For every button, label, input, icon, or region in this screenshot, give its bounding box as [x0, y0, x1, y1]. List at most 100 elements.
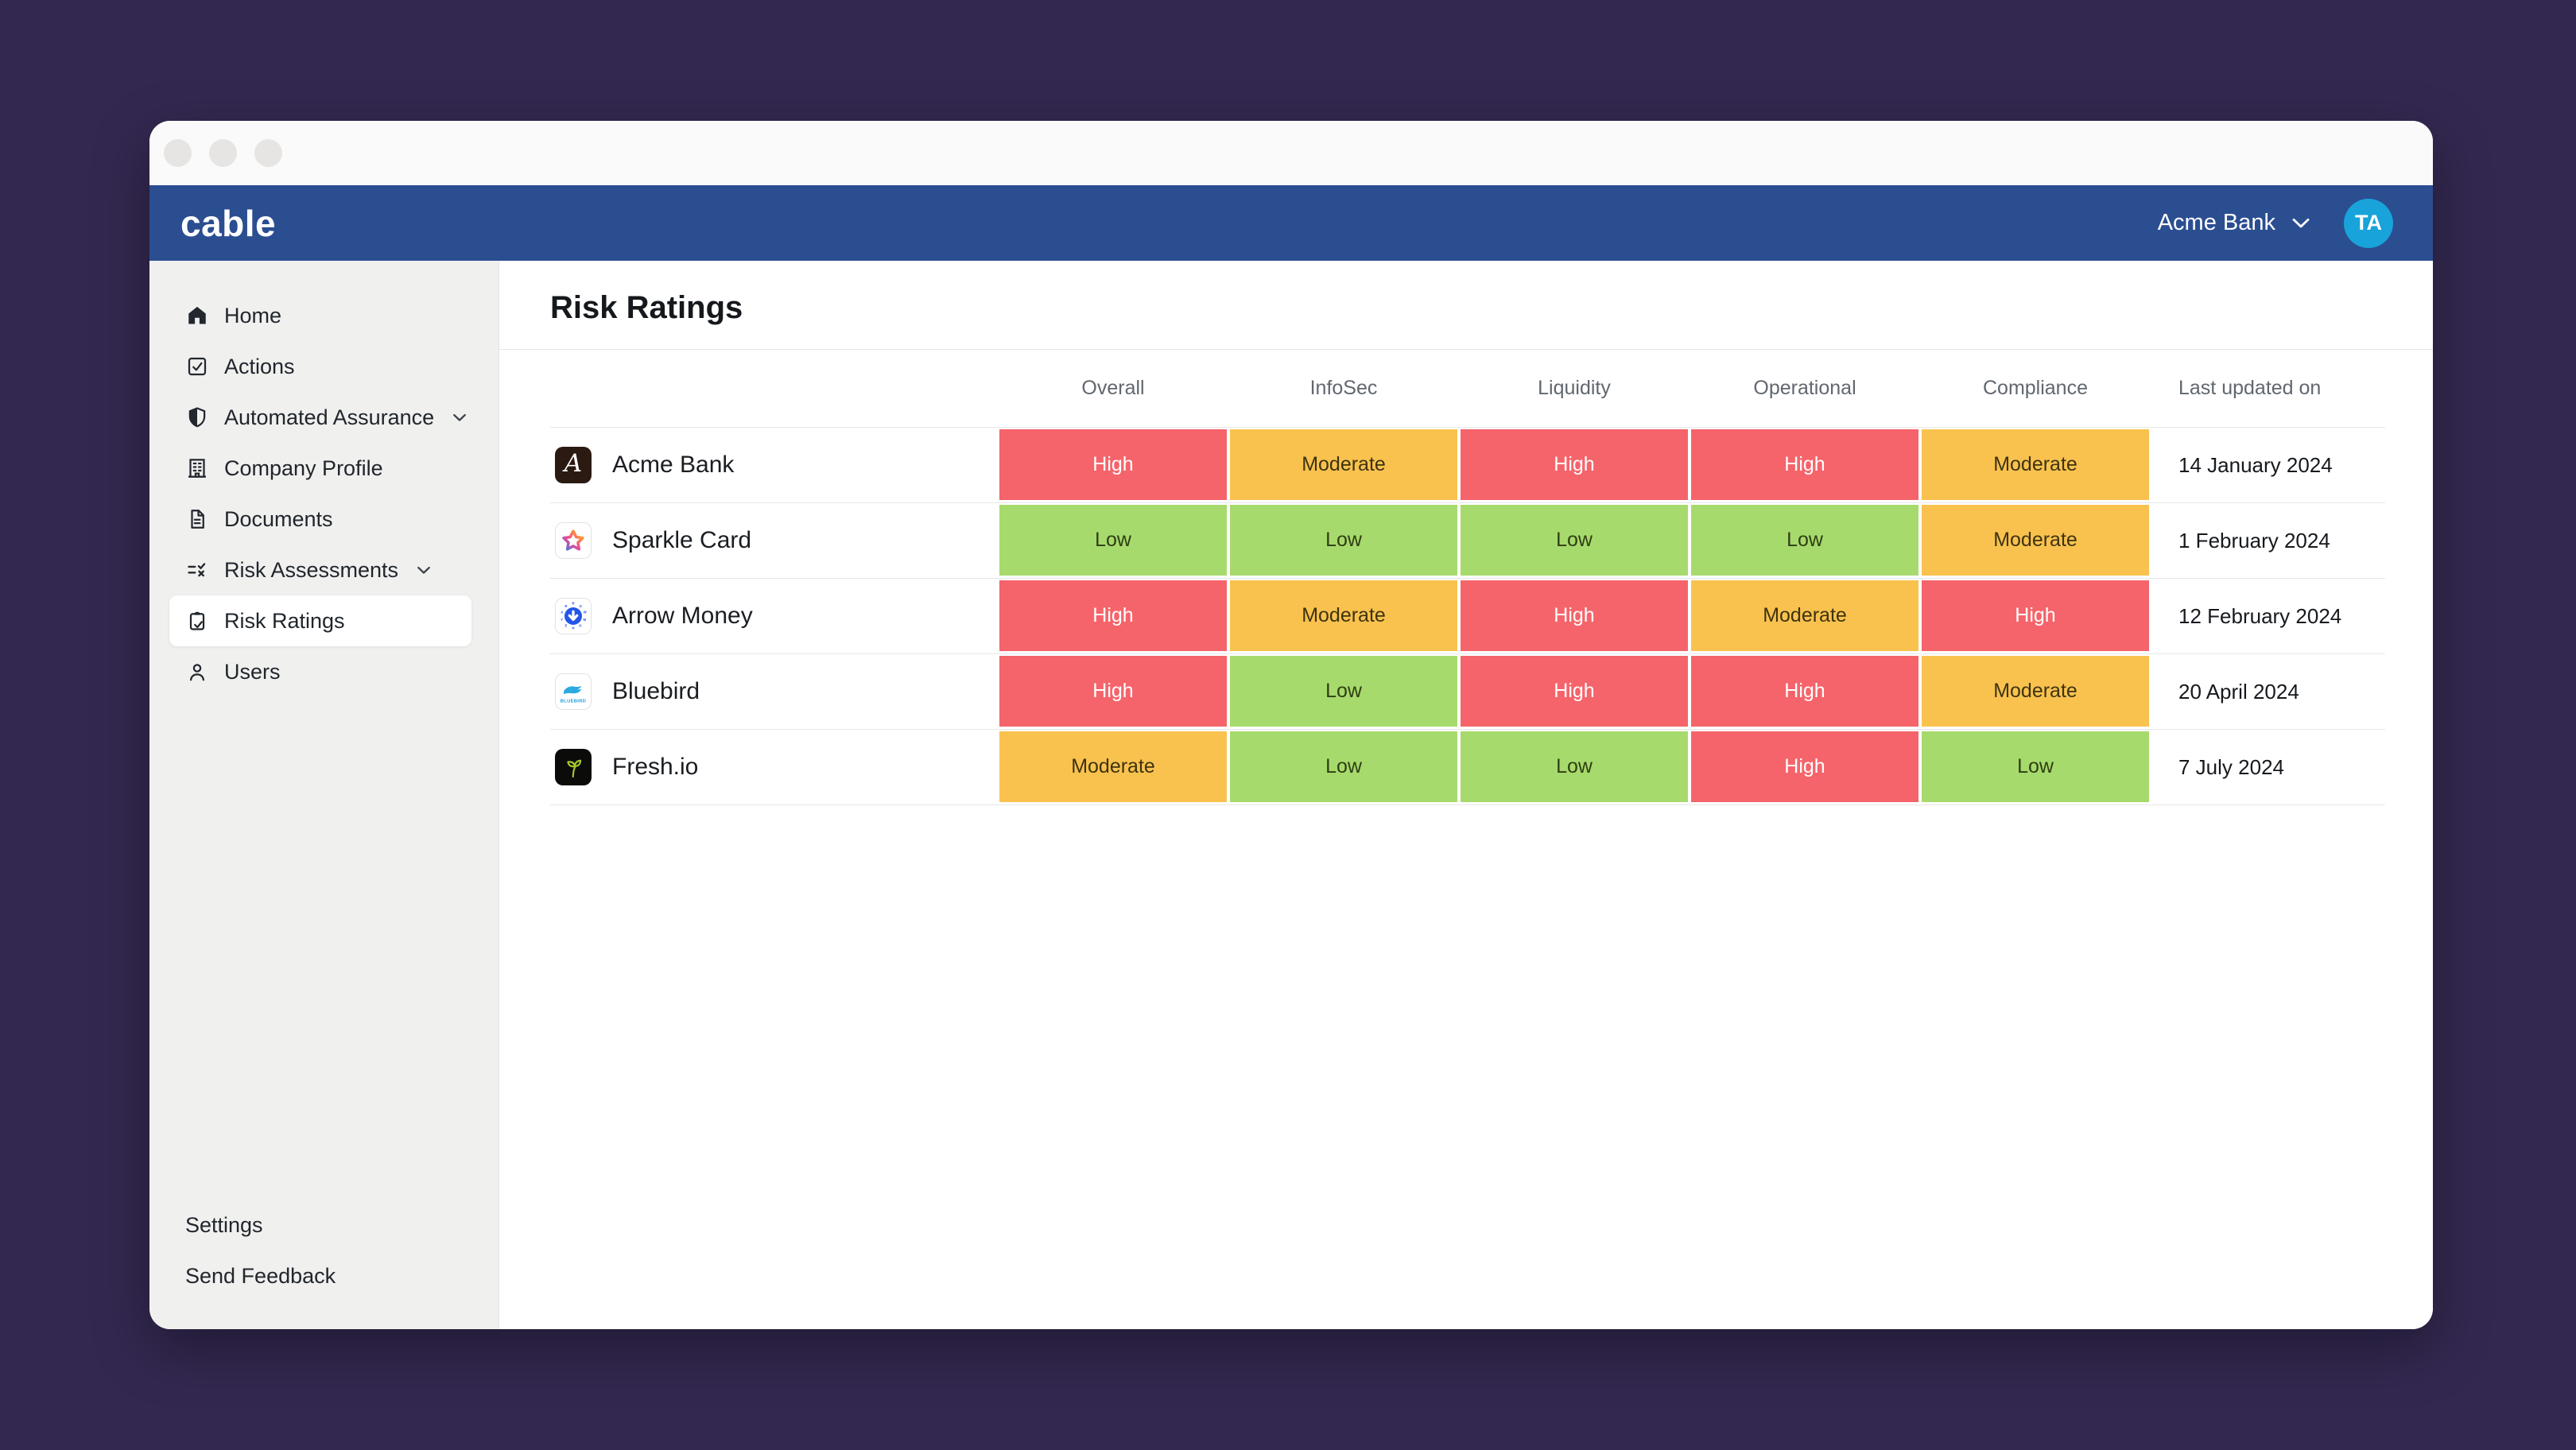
company-name: Fresh.io — [612, 754, 699, 780]
rating-cell: Low — [1228, 730, 1459, 804]
rating-cell: High — [1690, 428, 1920, 502]
sidebar-footer: Settings Send Feedback — [149, 1200, 499, 1329]
main-area: Home Actions Automated Assurance Company Pr… — [149, 261, 2433, 1329]
acme-logo: A — [555, 447, 592, 483]
rating-cell: Moderate — [1690, 579, 1920, 653]
rating-badge-high: High — [1461, 580, 1688, 651]
sidebar-item-users[interactable]: Users — [149, 646, 499, 697]
table-row-acme-bank[interactable]: A Acme Bank High Moderate High High Moderate 14… — [550, 428, 2385, 503]
rating-badge-high: High — [1922, 580, 2149, 651]
last-updated-cell: 12 February 2024 — [2178, 603, 2342, 628]
column-header-overall: Overall — [1081, 377, 1145, 399]
fresh-logo — [555, 749, 592, 785]
table-row-bluebird[interactable]: BLUEBIRD Bluebird High Low High High Moderate 2… — [550, 654, 2385, 730]
rating-badge-low: Low — [1230, 731, 1457, 802]
window-minimize-button[interactable] — [209, 139, 237, 167]
window-zoom-button[interactable] — [254, 139, 282, 167]
svg-text:O: O — [579, 623, 582, 627]
company-cell: Sparkle Card — [550, 503, 998, 578]
rating-cell: High — [998, 579, 1228, 653]
rating-badge-moderate: Moderate — [1922, 505, 2149, 576]
sidebar-item-label: Risk Assessments — [224, 557, 399, 582]
svg-text:BLUEBIRD: BLUEBIRD — [561, 700, 587, 704]
company-cell: Fresh.io — [550, 730, 998, 804]
sidebar-item-settings[interactable]: Settings — [149, 1200, 499, 1250]
chevron-down-icon — [2291, 218, 2310, 229]
last-updated-cell: 1 February 2024 — [2178, 528, 2330, 552]
svg-text:A: A — [561, 611, 564, 615]
org-switcher[interactable]: Acme Bank — [2158, 210, 2310, 236]
rating-cell: Moderate — [1228, 579, 1459, 653]
risk-ratings-table: Overall InfoSec Liquidity Operational Compli… — [550, 350, 2385, 805]
shield-icon — [185, 405, 209, 429]
bluebird-logo: BLUEBIRD — [555, 673, 592, 710]
rating-cell: High — [1459, 654, 1690, 729]
rating-badge-low: Low — [1461, 505, 1688, 576]
rating-cell: Low — [1920, 730, 2151, 804]
sidebar-item-home[interactable]: Home — [149, 290, 499, 341]
list-check-icon — [185, 558, 209, 582]
rating-badge-moderate: Moderate — [1922, 429, 2149, 500]
sidebar-item-label: Settings — [185, 1212, 263, 1237]
rating-cell: Low — [998, 503, 1228, 578]
rating-badge-high: High — [999, 656, 1227, 727]
company-name: Arrow Money — [612, 603, 753, 629]
rating-badge-moderate: Moderate — [999, 731, 1227, 802]
rating-cell: Moderate — [1920, 503, 2151, 578]
rating-cell: High — [998, 428, 1228, 502]
rating-badge-high: High — [1691, 656, 1918, 727]
company-cell: R O W M O N E Y A R Arrow Money — [550, 579, 998, 653]
svg-text:Y: Y — [561, 618, 563, 622]
sidebar-item-company-profile[interactable]: Company Profile — [149, 443, 499, 494]
sidebar-item-label: Company Profile — [224, 456, 383, 480]
sidebar-item-risk-assessments[interactable]: Risk Assessments — [149, 545, 499, 595]
window-close-button[interactable] — [164, 139, 192, 167]
svg-text:N: N — [572, 626, 574, 630]
table-header-row: Overall InfoSec Liquidity Operational Compli… — [550, 350, 2385, 428]
rating-cell: Low — [1459, 503, 1690, 578]
last-updated-cell: 20 April 2024 — [2178, 679, 2299, 704]
rating-cell: High — [1920, 579, 2151, 653]
sidebar-item-label: Automated Assurance — [224, 405, 435, 429]
rating-badge-low: Low — [1230, 505, 1457, 576]
chevron-down-icon — [452, 413, 467, 422]
sidebar-item-label: Documents — [224, 506, 333, 531]
sidebar-item-send-feedback[interactable]: Send Feedback — [149, 1250, 499, 1301]
sidebar-item-documents[interactable]: Documents — [149, 494, 499, 545]
app-window: cable Acme Bank TA Home Actions Automated … — [149, 121, 2433, 1329]
svg-text:M: M — [584, 618, 587, 622]
table-row-arrow-money[interactable]: R O W M O N E Y A R Arrow Money High Moderate High Mod… — [550, 579, 2385, 654]
rating-cell: Low — [1228, 654, 1459, 729]
sparkle-logo — [555, 522, 592, 559]
rating-cell: Low — [1459, 730, 1690, 804]
document-icon — [185, 507, 209, 531]
company-cell: BLUEBIRD Bluebird — [550, 654, 998, 729]
rating-cell: Moderate — [1920, 654, 2151, 729]
company-name: Acme Bank — [612, 452, 735, 478]
svg-text:R: R — [564, 604, 568, 608]
cable-logo: cable — [180, 202, 277, 244]
rating-badge-high: High — [1461, 656, 1688, 727]
sidebar-item-risk-ratings[interactable]: Risk Ratings — [169, 595, 471, 646]
sidebar-item-label: Risk Ratings — [224, 608, 345, 633]
rating-badge-moderate: Moderate — [1230, 580, 1457, 651]
sidebar-nav: Home Actions Automated Assurance Company Pr… — [149, 290, 499, 697]
chevron-down-icon — [417, 566, 431, 575]
rating-badge-high: High — [1691, 429, 1918, 500]
table-row-fresh-io[interactable]: Fresh.io Moderate Low Low High Low 7 July 2024 — [550, 730, 2385, 805]
last-updated-cell: 7 July 2024 — [2178, 754, 2284, 779]
rating-badge-moderate: Moderate — [1230, 429, 1457, 500]
sidebar-item-label: Users — [224, 659, 281, 684]
user-avatar[interactable]: TA — [2344, 198, 2393, 248]
rating-cell: Moderate — [998, 730, 1228, 804]
sidebar-item-automated-assurance[interactable]: Automated Assurance — [149, 392, 499, 443]
rating-badge-high: High — [1461, 429, 1688, 500]
table-row-sparkle-card[interactable]: Sparkle Card Low Low Low Low Moderate 1 Februa… — [550, 503, 2385, 579]
sidebar-item-label: Home — [224, 303, 282, 328]
home-icon — [185, 304, 209, 328]
column-header-liquidity: Liquidity — [1538, 377, 1611, 399]
rating-badge-moderate: Moderate — [1691, 580, 1918, 651]
sidebar-item-actions[interactable]: Actions — [149, 341, 499, 392]
